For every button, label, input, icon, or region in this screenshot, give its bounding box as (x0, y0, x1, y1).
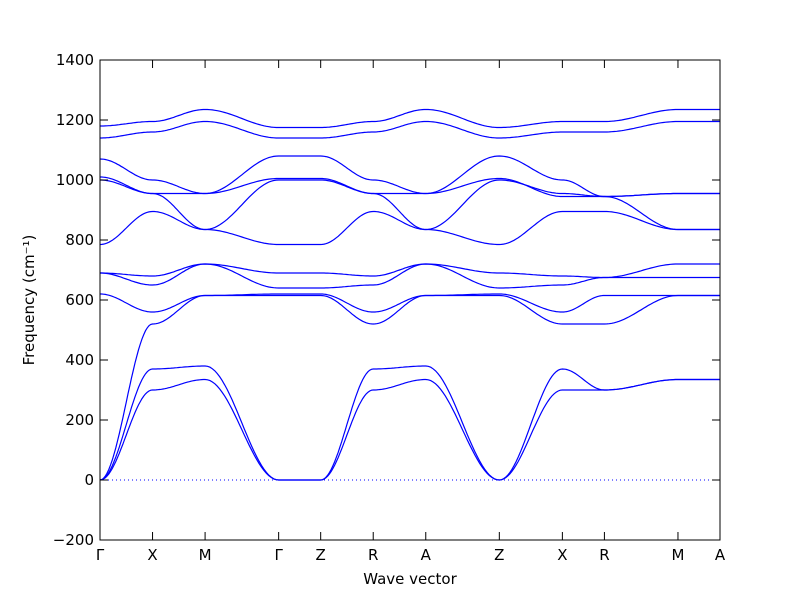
x-tick-label: Γ (274, 546, 283, 564)
x-tick-label: M (671, 546, 684, 564)
y-tick-label: 1000 (56, 171, 94, 189)
x-tick-label: A (421, 546, 432, 564)
y-tick-label: 1200 (56, 111, 94, 129)
phonon-band-6 (100, 263, 720, 279)
x-tick-label: R (599, 546, 609, 564)
plot-area (99, 108, 720, 481)
phonon-band-3 (99, 294, 720, 481)
x-tick-label: X (147, 546, 157, 564)
y-tick-label: 1400 (56, 51, 94, 69)
phonon-band-7 (99, 210, 720, 246)
y-tick-label: 800 (65, 231, 94, 249)
y-tick-label: 600 (65, 291, 94, 309)
x-axis-label: Wave vector (363, 570, 457, 588)
x-tick-label: R (368, 546, 378, 564)
phonon-band-11 (100, 120, 720, 139)
y-tick-label: −200 (53, 531, 94, 549)
phonon-band-12 (100, 108, 720, 129)
x-tick-label: A (715, 546, 726, 564)
x-tick-label: Z (494, 546, 504, 564)
phonon-band-8 (100, 179, 720, 231)
y-tick-label: 400 (65, 351, 94, 369)
phonon-band-10 (99, 155, 720, 198)
y-tick-label: 0 (84, 471, 94, 489)
x-tick-label: Z (316, 546, 326, 564)
phonon-band-4 (100, 293, 720, 313)
x-tick-label: Γ (96, 546, 105, 564)
plot-frame (99, 59, 721, 541)
phonon-band-2 (99, 365, 720, 481)
y-tick-label: 200 (65, 411, 94, 429)
y-axis-label: Frequency (cm⁻¹) (20, 235, 38, 366)
x-tick-label: M (199, 546, 212, 564)
x-tick-label: X (557, 546, 567, 564)
